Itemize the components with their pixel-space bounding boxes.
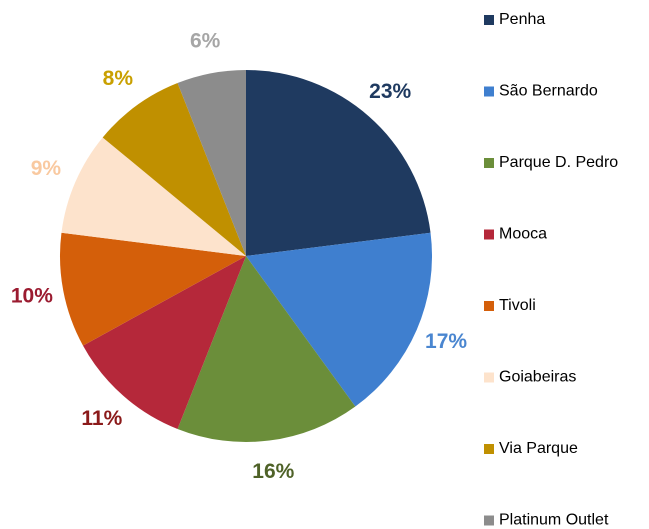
legend-swatch [484, 229, 494, 240]
legend-label: Goiabeiras [499, 369, 576, 386]
legend-label: Penha [499, 11, 545, 28]
legend-label: Tivoli [499, 297, 536, 314]
data-label: 10% [11, 284, 53, 307]
pie-slice [246, 232, 432, 407]
data-label: 8% [103, 67, 134, 90]
data-label: 17% [425, 330, 467, 353]
pie-slice [246, 70, 431, 256]
pie-slice [61, 137, 246, 256]
data-label: 11% [81, 407, 122, 430]
legend-label: Mooca [499, 226, 547, 243]
legend-swatch [484, 372, 494, 383]
data-label: 9% [31, 157, 62, 180]
legend-swatch [484, 301, 494, 311]
legend-swatch [484, 158, 494, 168]
legend-label: Parque D. Pedro [499, 154, 618, 171]
data-label: 16% [252, 460, 294, 483]
legend-label: Platinum Outlet [499, 512, 609, 529]
pie-slice [177, 70, 246, 256]
legend-label: Via Parque [499, 440, 578, 457]
pie-slice [177, 256, 356, 442]
data-label: 23% [369, 80, 411, 103]
legend-swatch [484, 515, 494, 526]
pie-slice [102, 83, 246, 256]
legend-label: São Bernardo [499, 83, 598, 100]
legend-swatch [484, 444, 494, 454]
legend-swatch [484, 15, 494, 25]
data-label: 6% [190, 29, 221, 52]
legend-swatch [484, 86, 494, 97]
pie-slice [59, 232, 246, 346]
pie-slice [83, 256, 246, 429]
